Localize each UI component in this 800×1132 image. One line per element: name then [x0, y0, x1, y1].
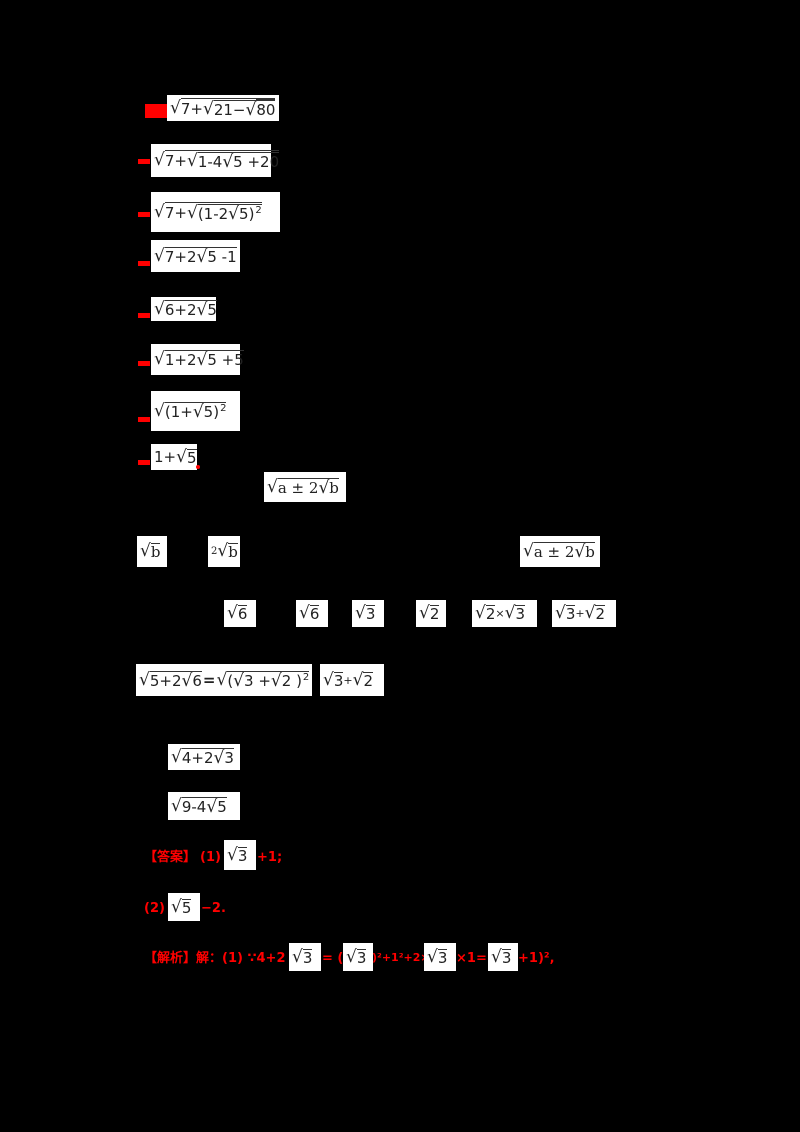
sqrt-b-formula: √ b — [137, 536, 167, 567]
problem-label: (1) — [145, 103, 167, 118]
radical-sign-icon: √ — [217, 541, 229, 561]
step-5-formula: √ 1+2√5 +5 — [151, 344, 244, 375]
radical-sign-icon: √ — [504, 603, 516, 623]
step-3-formula: √ 7+2√5 -1 — [151, 240, 240, 272]
radical-sign-icon: √ — [154, 349, 165, 369]
two-sqrt-6-formula: √ 6 — [296, 600, 328, 627]
radical-sign-icon: √ — [140, 541, 151, 561]
radical-sign-icon: √ — [227, 844, 238, 865]
problem-formula: √ 7+ √ 21−√80 — [167, 95, 279, 121]
radical-sign-icon: √ — [196, 299, 208, 320]
answer-part-1-formula: √ 3 — [224, 840, 256, 870]
radical-sign-icon: √ — [299, 603, 310, 623]
radical-sign-icon: √ — [154, 400, 165, 421]
sqrt-3-plus-sqrt-2-formula: √ 3 + √ 2 — [552, 600, 616, 627]
radical-sign-icon: √ — [170, 97, 181, 118]
analysis-sqrt-3-c: √ 3 — [424, 943, 456, 971]
answer-part-2-formula: √ 5 — [168, 893, 200, 921]
sqrt-6-formula: √ 6 — [224, 600, 256, 627]
radical-sign-icon: √ — [227, 603, 238, 623]
radical-sign-icon: √ — [216, 669, 228, 690]
answer-part-2-label: (2) — [144, 901, 165, 916]
radical-sign-icon: √ — [555, 603, 566, 623]
step-6-formula: √ (1+√5)2 — [151, 391, 240, 431]
sqrt-2-times-sqrt-3-formula: √ 2 × √ 3 — [472, 600, 537, 627]
answer-part-1-tail: +1; — [257, 850, 283, 865]
radical-sign-icon: √ — [427, 946, 438, 967]
radical-sign-icon: √ — [196, 246, 208, 267]
radical-sign-icon: √ — [186, 151, 198, 171]
radical-sign-icon: √ — [323, 669, 334, 690]
step-7-formula: 1+ √ 5 — [151, 444, 197, 470]
radical-sign-icon: √ — [355, 603, 366, 623]
radical-sign-icon: √ — [475, 603, 486, 623]
general-form-formula: √ a ± 2√b — [264, 472, 346, 502]
radical-sign-icon: √ — [171, 746, 182, 767]
radical-sign-icon: √ — [419, 603, 430, 623]
analysis-sqrt-3-b: √ 3 — [343, 943, 373, 971]
radical-sign-icon: √ — [171, 795, 182, 816]
radical-sign-icon: √ — [154, 201, 165, 222]
radical-sign-icon: √ — [213, 747, 225, 768]
analysis-text-3: )²+1²+2× — [372, 951, 430, 964]
example-result-formula: √ 3 + √ 2 — [320, 664, 384, 696]
radical-sign-icon: √ — [270, 670, 282, 691]
example-formula: √ 5+2√6 = √ (√3 +√2 )2 — [136, 664, 312, 696]
radical-sign-icon: √ — [202, 98, 214, 119]
sqrt-3-formula: √ 3 — [352, 600, 384, 627]
analysis-text-5: +1)², — [518, 951, 555, 966]
analysis-sqrt-3-d: √ 3 — [488, 943, 518, 971]
radical-sign-icon: √ — [176, 446, 187, 467]
radical-sign-icon: √ — [233, 670, 245, 691]
analysis-text-2: = ( — [322, 951, 344, 966]
radical-sign-icon: √ — [181, 670, 193, 691]
answer-part-1-label: (1) — [200, 850, 221, 865]
general-form-formula-2: √ a ± 2√b — [520, 536, 600, 567]
radical-sign-icon: √ — [574, 542, 586, 562]
answer-header: 【答案】 — [144, 850, 197, 865]
radical-sign-icon: √ — [228, 203, 240, 224]
step-4-formula: √ 6+2√5 — [151, 297, 217, 321]
radical-sign-icon: √ — [584, 603, 596, 623]
step-2-formula: √ 7+ √ (1-2√5)2 — [151, 192, 280, 232]
analysis-text-4: ×1= ( — [456, 951, 498, 966]
exercise-1-formula: √ 4+2√3 — [168, 744, 240, 770]
radical-sign-icon: √ — [352, 669, 364, 690]
analysis-label: 【解析】 — [144, 951, 197, 966]
equals-marker — [138, 417, 150, 422]
equals-marker — [138, 313, 150, 318]
analysis-text-1: 解：(1) ∵4+2 — [196, 951, 286, 966]
radical-sign-icon: √ — [186, 202, 198, 223]
radical-sign-icon: √ — [292, 946, 303, 967]
radical-sign-icon: √ — [491, 946, 502, 967]
radical-sign-icon: √ — [171, 896, 182, 917]
equals-marker — [138, 212, 150, 217]
radical-sign-icon: √ — [318, 477, 330, 498]
equals-marker — [138, 460, 150, 465]
radical-sign-icon: √ — [206, 796, 218, 817]
radical-sign-icon: √ — [192, 401, 204, 422]
radical-sign-icon: √ — [523, 541, 534, 561]
radical-sign-icon: √ — [154, 298, 165, 319]
radical-sign-icon: √ — [267, 476, 278, 497]
radical-sign-icon: √ — [222, 152, 234, 172]
two-sqrt-b-formula: 2 √ b — [208, 536, 240, 567]
sqrt-2-formula: √ 2 — [416, 600, 446, 627]
exercise-2-formula: √ 9-4√5 — [168, 792, 240, 820]
equals-marker — [138, 261, 150, 266]
equals-marker — [138, 361, 150, 366]
radical-sign-icon: √ — [139, 669, 150, 690]
analysis-sqrt-3-a: √ 3 — [289, 943, 321, 971]
radical-sign-icon: √ — [245, 99, 257, 120]
answer-part-2-tail: −2. — [201, 901, 226, 916]
radical-sign-icon: √ — [196, 350, 208, 370]
radical-sign-icon: √ — [154, 245, 165, 266]
period-mark — [196, 465, 200, 469]
radical-sign-icon: √ — [154, 150, 165, 170]
radical-sign-icon: √ — [346, 946, 357, 967]
step-1-formula: √ 7+ √ 1-4√5 +20 — [151, 144, 280, 177]
equals-marker — [138, 159, 150, 164]
